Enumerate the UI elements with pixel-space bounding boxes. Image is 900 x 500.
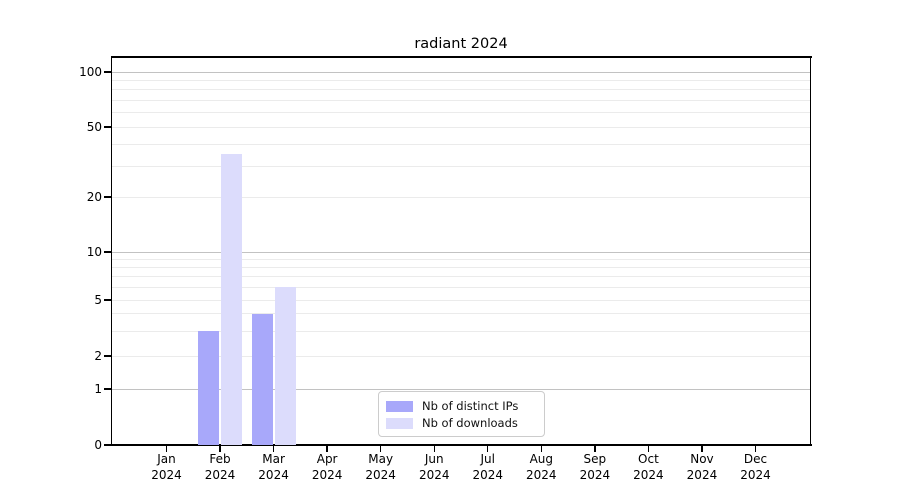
- gridline-10: [112, 251, 810, 253]
- legend-label-nb-of-distinct-ips: Nb of distinct IPs: [422, 399, 519, 413]
- xtick-label-sep-2024: Sep 2024: [579, 452, 611, 482]
- axis-spine-bottom: [110, 444, 812, 446]
- gridline-50: [112, 126, 810, 128]
- xtick-mark-dec-2024: [754, 446, 757, 452]
- gridline-20: [112, 196, 810, 198]
- gridline-minor-6: [112, 286, 810, 288]
- ytick-label-10: 10: [86, 245, 102, 259]
- xtick-label-aug-2024: Aug 2024: [526, 452, 557, 482]
- gridline-minor-8: [112, 266, 810, 268]
- xtick-label-apr-2024: Apr 2024: [311, 452, 343, 482]
- xtick-label-feb-2024: Feb 2024: [204, 452, 236, 482]
- legend: Nb of distinct IPs Nb of downloads: [378, 391, 545, 437]
- gridline-minor-70: [112, 99, 810, 101]
- xtick-label-mar-2024: Mar 2024: [258, 452, 289, 482]
- axis-spine-right: [809, 56, 812, 446]
- xtick-mark-jun-2024: [433, 446, 435, 452]
- xtick-label-jun-2024: Jun 2024: [418, 452, 450, 482]
- xtick-label-nov-2024: Nov 2024: [686, 452, 718, 482]
- ytick-label-2: 2: [94, 349, 102, 363]
- bar-nb-of-downloads-mar-2024: [274, 287, 296, 445]
- ytick-label-100: 100: [79, 65, 102, 79]
- ytick-label-0: 0: [94, 438, 102, 452]
- gridline-minor-60: [112, 112, 810, 114]
- ytick-mark-5: [104, 299, 111, 301]
- ytick-mark-100: [104, 71, 111, 73]
- ytick-mark-1: [104, 388, 111, 390]
- xtick-mark-jan-2024: [165, 446, 168, 452]
- xtick-mark-mar-2024: [272, 446, 275, 452]
- legend-item-nb-of-distinct-ips: Nb of distinct IPs: [386, 398, 536, 414]
- chart-title: radiant 2024: [414, 36, 508, 52]
- bar-nb-of-distinct-ips-mar-2024: [251, 313, 273, 445]
- ytick-mark-10: [104, 251, 111, 253]
- ytick-mark-20: [104, 196, 111, 198]
- bar-nb-of-downloads-feb-2024: [221, 154, 243, 445]
- xtick-mark-feb-2024: [219, 446, 221, 452]
- xtick-mark-aug-2024: [540, 446, 542, 452]
- xtick-mark-sep-2024: [594, 446, 596, 452]
- gridline-minor-3: [112, 330, 810, 332]
- gridline-minor-90: [112, 79, 810, 81]
- ytick-mark-0: [104, 444, 111, 446]
- gridline-100: [112, 71, 810, 73]
- xtick-label-jul-2024: Jul 2024: [472, 452, 504, 482]
- legend-swatch-nb-of-distinct-ips: [386, 400, 413, 412]
- gridline-1: [112, 388, 810, 390]
- gridline-minor-4: [112, 313, 810, 315]
- xtick-label-dec-2024: Dec 2024: [740, 452, 771, 482]
- axis-spine-top: [110, 56, 812, 58]
- gridline-minor-30: [112, 165, 810, 167]
- gridline-minor-80: [112, 89, 810, 91]
- gridline-minor-9: [112, 258, 810, 260]
- xtick-label-oct-2024: Oct 2024: [633, 452, 664, 482]
- ytick-label-20: 20: [86, 190, 102, 204]
- xtick-mark-nov-2024: [701, 446, 703, 452]
- ytick-mark-2: [104, 355, 111, 357]
- ytick-label-5: 5: [94, 293, 102, 307]
- ytick-label-1: 1: [94, 382, 102, 396]
- ytick-label-50: 50: [86, 120, 102, 134]
- xtick-mark-oct-2024: [647, 446, 650, 452]
- xtick-label-jan-2024: Jan 2024: [151, 452, 182, 482]
- legend-item-nb-of-downloads: Nb of downloads: [386, 415, 536, 431]
- axis-spine-left: [110, 56, 113, 446]
- legend-swatch-nb-of-downloads: [386, 417, 413, 429]
- legend-label-nb-of-downloads: Nb of downloads: [422, 416, 518, 430]
- xtick-mark-may-2024: [379, 446, 382, 452]
- ytick-mark-50: [104, 126, 111, 128]
- xtick-mark-apr-2024: [326, 446, 328, 452]
- gridline-5: [112, 299, 810, 301]
- xtick-label-may-2024: May 2024: [365, 452, 396, 482]
- gridline-minor-40: [112, 143, 810, 145]
- gridline-2: [112, 355, 810, 357]
- xtick-mark-jul-2024: [487, 446, 489, 452]
- gridline-minor-7: [112, 276, 810, 278]
- bar-nb-of-distinct-ips-feb-2024: [198, 331, 220, 445]
